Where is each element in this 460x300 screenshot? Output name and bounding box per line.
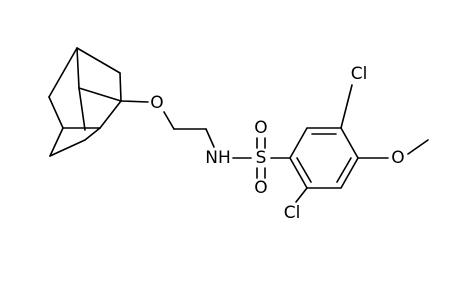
atom-label: O <box>254 178 267 198</box>
bond <box>163 111 175 130</box>
bond <box>340 84 353 129</box>
bond <box>205 128 215 148</box>
bond <box>84 127 101 141</box>
atom-label: O <box>254 118 267 138</box>
bond <box>76 47 121 74</box>
atom-label: Cl <box>284 203 301 223</box>
bond <box>336 157 352 183</box>
bond <box>296 157 312 183</box>
bond <box>295 187 308 203</box>
bond <box>78 87 86 131</box>
atom-label: Cl <box>351 64 368 84</box>
bond <box>407 139 429 155</box>
bond <box>78 87 122 102</box>
bonds <box>48 47 429 203</box>
atom-label: S <box>256 148 267 168</box>
ring <box>289 127 359 189</box>
bond <box>99 100 122 129</box>
bond <box>49 139 86 157</box>
bond <box>119 72 122 102</box>
atom-label: O <box>391 148 404 168</box>
bond <box>49 127 64 157</box>
bond <box>120 100 149 103</box>
bond <box>76 47 80 89</box>
atom-label: O <box>150 93 163 113</box>
atom-label: NH <box>205 148 231 168</box>
bond <box>48 47 78 98</box>
bond <box>48 96 64 129</box>
